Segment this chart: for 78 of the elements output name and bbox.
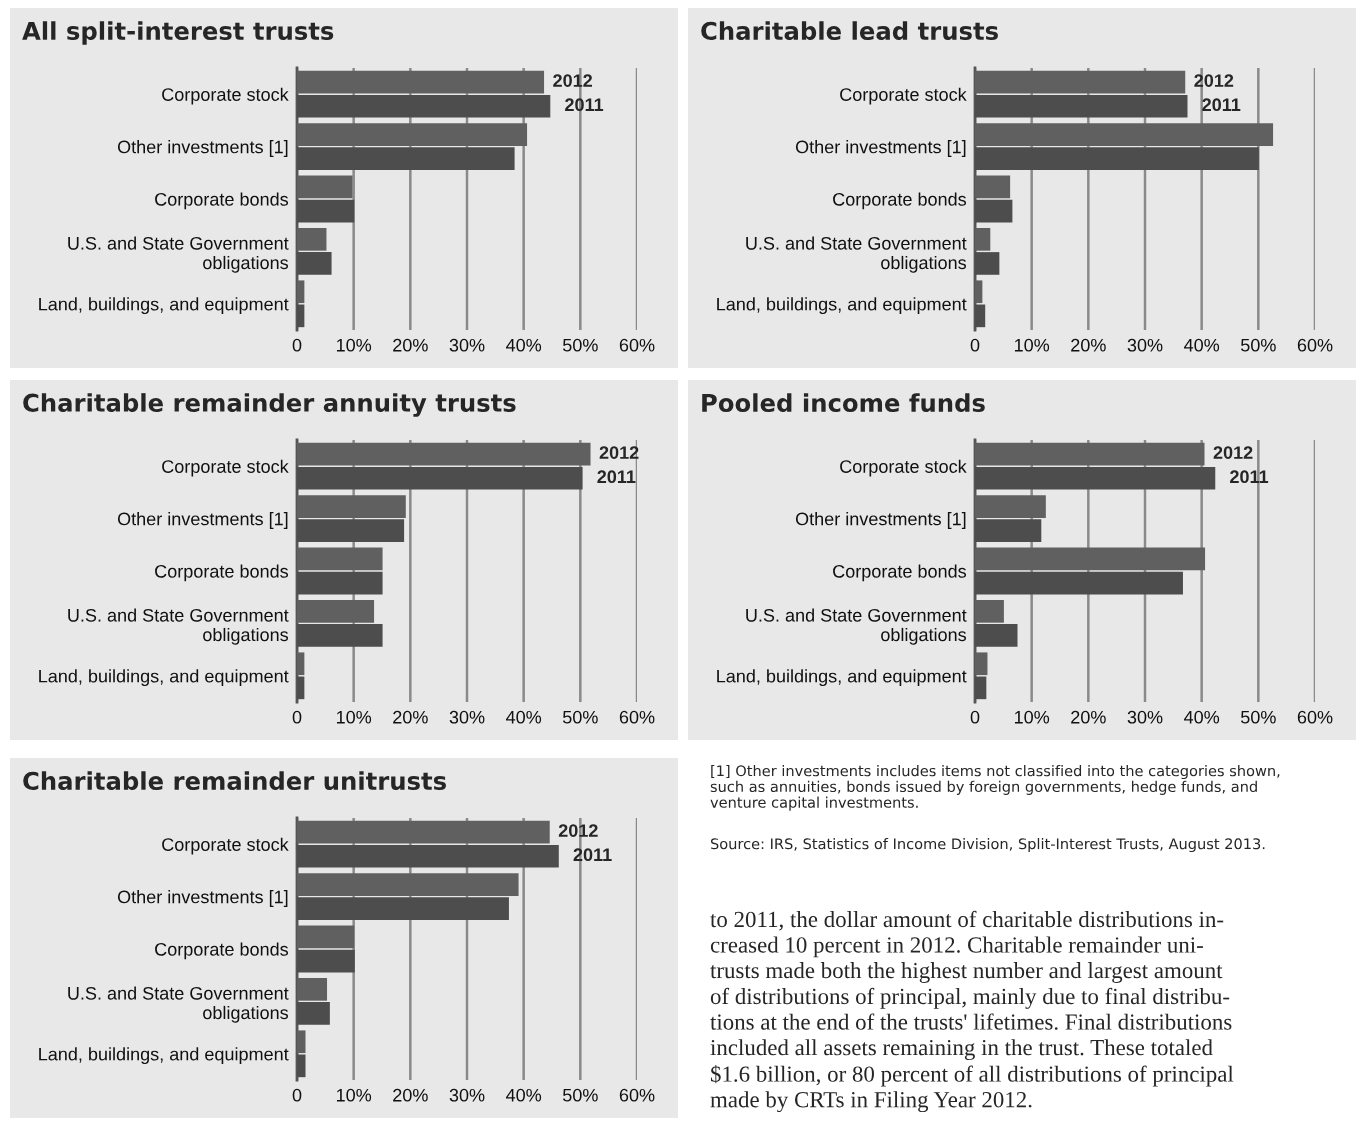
y-tick-label: Other investments [1] — [795, 512, 966, 529]
source-note: Source: IRS, Statistics of Income Division, Split-Interest Trusts, August 2013. — [710, 838, 1265, 853]
x-tick-label: 30% — [449, 338, 485, 352]
x-tick-label: 60% — [1297, 338, 1333, 352]
series-label: 2011 — [573, 848, 612, 862]
x-tick-label: 40% — [1184, 338, 1220, 352]
y-tick-label: U.S. and State Government obligations — [746, 236, 967, 273]
y-tick-label: Corporate bonds — [155, 192, 289, 210]
y-tick-label: Corporate bonds — [155, 942, 289, 960]
x-tick-label: 20% — [393, 338, 428, 352]
y-tick-label: Other investments [1] — [117, 890, 288, 907]
y-tick-label: U.S. and State Government obligations — [68, 608, 289, 645]
y-tick-label: Land, buildings, and equipment — [39, 1047, 289, 1065]
y-tick-label: Corporate bonds — [155, 564, 289, 582]
x-tick-label: 30% — [449, 1088, 485, 1102]
y-tick-label: Corporate bonds — [833, 564, 967, 582]
chart-title: Charitable remainder annuity trusts — [23, 393, 516, 417]
x-tick-label: 60% — [619, 1088, 655, 1102]
chart-title: Charitable remainder unitrusts — [23, 771, 446, 791]
y-tick-label: Other investments [1] — [117, 140, 288, 157]
text: [1] Other investments includes items not classified into the categories shown, such as annuities, bonds issued by foreign governments, hedge funds, and venture capital investments. — [710, 765, 1280, 811]
x-tick-label: 20% — [1071, 338, 1106, 352]
x-tick-label: 0 — [292, 710, 302, 724]
x-tick-label: 60% — [619, 710, 655, 724]
series-label: 2011 — [597, 470, 636, 484]
chart-title: Charitable lead trusts — [701, 21, 998, 41]
x-tick-label: 30% — [449, 710, 485, 724]
x-tick-label: 30% — [1127, 710, 1163, 724]
x-tick-label: 0 — [292, 1088, 302, 1102]
y-tick-label: Land, buildings, and equipment — [717, 297, 967, 315]
x-tick-label: 60% — [1297, 710, 1333, 724]
y-tick-label: Land, buildings, and equipment — [39, 669, 289, 687]
y-tick-label: Corporate stock — [162, 87, 289, 105]
series-label: 2012 — [1194, 74, 1234, 87]
text: to 2011, the dollar amount of charitable distributions in- creased 10 percent in 2012. Charitable remainder uni- trusts made both the highest number and largest amount of distributions of principal, mainly due to final distribu- tions at the end of the trusts' lifetimes. Final distributions included all assets remaining in the trust. These totaled $1.6 billion, or 80 percent of all distributions of principal made by CRTs in Filing Year 2012. — [710, 910, 1234, 1113]
x-tick-label: 40% — [506, 338, 542, 352]
y-tick-label: U.S. and State Government obligations — [746, 608, 967, 645]
x-tick-label: 0 — [970, 338, 980, 352]
y-tick-label: Other investments [1] — [117, 512, 288, 529]
x-tick-label: 40% — [1184, 710, 1220, 724]
x-tick-label: 40% — [506, 1088, 542, 1102]
y-tick-label: U.S. and State Government obligations — [68, 986, 289, 1023]
chart-title: All split-interest trusts — [22, 21, 334, 45]
x-tick-label: 20% — [393, 1088, 428, 1102]
x-tick-label: 10% — [336, 710, 372, 724]
x-tick-label: 50% — [1240, 710, 1276, 724]
x-tick-label: 20% — [1071, 710, 1106, 724]
y-tick-label: Corporate stock — [840, 87, 967, 105]
x-tick-label: 50% — [562, 338, 598, 352]
series-label: 2011 — [1230, 470, 1269, 484]
x-tick-label: 10% — [1014, 710, 1050, 724]
series-label: 2011 — [1202, 98, 1241, 112]
x-tick-label: 0 — [970, 710, 980, 724]
x-tick-label: 10% — [336, 1088, 372, 1102]
chart-title: Pooled income funds — [702, 393, 985, 413]
series-label: 2011 — [565, 98, 604, 112]
y-tick-label: U.S. and State Government obligations — [68, 236, 289, 273]
series-label: 2012 — [553, 74, 593, 87]
x-tick-label: 60% — [619, 338, 655, 352]
x-tick-label: 50% — [1240, 338, 1276, 352]
y-tick-label: Corporate stock — [162, 459, 289, 477]
series-label: 2012 — [599, 446, 639, 459]
y-tick-label: Corporate stock — [840, 459, 967, 477]
y-tick-label: Land, buildings, and equipment — [39, 297, 289, 315]
y-tick-label: Other investments [1] — [795, 140, 966, 157]
x-tick-label: 0 — [292, 338, 302, 352]
series-label: 2012 — [558, 824, 598, 837]
x-tick-label: 30% — [1127, 338, 1163, 352]
x-tick-label: 50% — [562, 1088, 598, 1102]
y-tick-label: Corporate bonds — [833, 192, 967, 210]
y-tick-label: Land, buildings, and equipment — [717, 669, 967, 687]
x-tick-label: 10% — [336, 338, 372, 352]
x-tick-label: 10% — [1014, 338, 1050, 352]
x-tick-label: 40% — [506, 710, 542, 724]
y-tick-label: Corporate stock — [162, 837, 289, 855]
series-label: 2012 — [1213, 446, 1253, 459]
x-tick-label: 50% — [562, 710, 598, 724]
x-tick-label: 20% — [393, 710, 428, 724]
